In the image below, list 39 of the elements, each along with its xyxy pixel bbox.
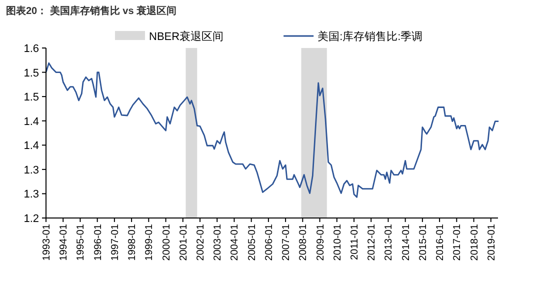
x-tick-label: 2000-01 [161,224,172,261]
x-tick-label: 2009-01 [315,224,326,261]
y-tick-label: 1.5 [24,92,39,104]
x-tick-label: 2002-01 [195,224,206,261]
x-tick-label: 1993-01 [42,224,52,261]
x-tick-label: 1998-01 [127,224,138,261]
x-tick-label: 2001-01 [178,224,190,261]
line-series [45,62,499,198]
x-tick-label: 1996-01 [92,224,104,261]
x-tick-label: 1999-01 [144,224,156,261]
x-tick-label: 2012-01 [366,224,378,261]
x-tick-label: 2011-01 [349,224,360,260]
x-tick-label: 2008-01 [298,224,310,261]
x-tick-label: 2017-01 [452,224,464,261]
x-tick-label: 2010-01 [332,224,344,261]
x-tick-label: 1995-01 [76,224,87,261]
chart-title: 图表20： 美国库存销售比 vs 衰退区间 [6,5,177,17]
x-tick-label: 1997-01 [110,224,121,261]
x-tick-label: 1994-01 [58,224,70,261]
x-tick-label: 2004-01 [230,224,241,261]
y-tick-label: 1.4 [24,140,39,152]
y-tick-label: 1.3 [24,188,39,201]
y-tick-label: 1.6 [24,43,39,55]
x-tick-label: 2014-01 [400,224,412,261]
x-tick-label: 2005-01 [246,224,258,261]
legend-label: 美国:库存销售比:季调 [318,30,423,43]
legend-label: NBER衰退区间 [149,30,224,43]
x-tick-label: 2016-01 [435,224,446,261]
y-tick-label: 1.2 [24,213,39,225]
y-tick-label: 1.5 [24,67,39,80]
x-tick-label: 2015-01 [418,224,429,261]
x-tick-label: 2003-01 [212,224,224,261]
x-tick-label: 2019-01 [486,224,498,261]
x-tick-label: 2006-01 [264,224,275,261]
x-tick-label: 2007-01 [281,224,292,261]
y-tick-label: 1.4 [24,116,39,128]
x-tick-label: 2018-01 [469,224,480,261]
y-tick-label: 1.3 [24,164,39,176]
x-tick-label: 2013-01 [384,224,395,261]
